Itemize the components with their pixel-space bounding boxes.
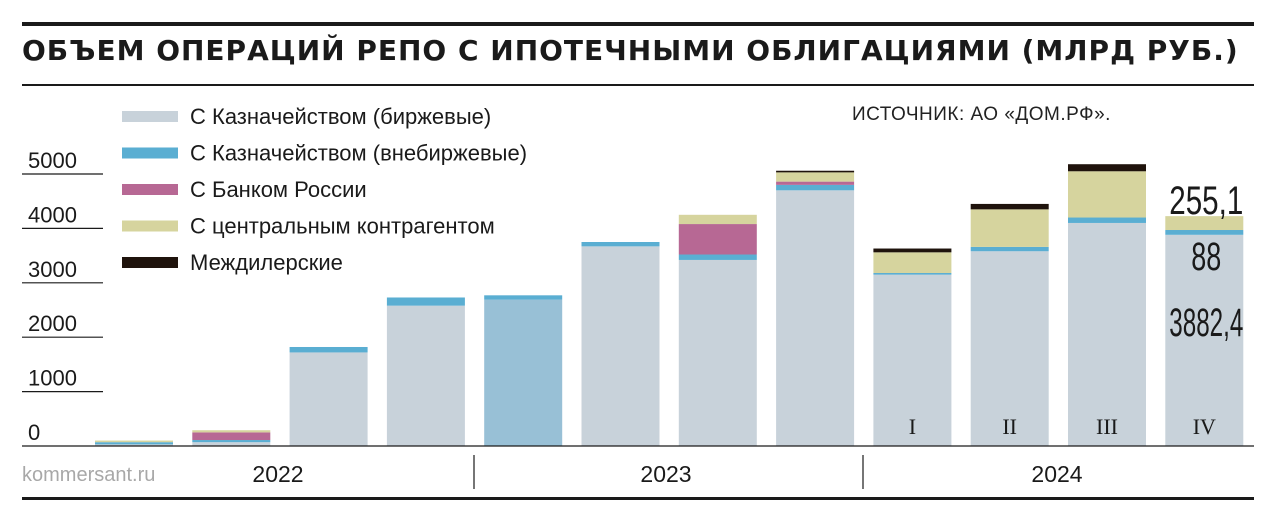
bar-segment xyxy=(386,305,465,446)
legend-label: С Банком России xyxy=(190,177,367,202)
bar-segment xyxy=(95,444,173,446)
year-label: 2023 xyxy=(640,461,691,487)
bar-segment xyxy=(678,254,757,260)
legend: С Казначейством (биржевые) С Казначейство… xyxy=(122,104,527,275)
legend-swatch xyxy=(122,111,178,122)
y-tick-label: 4000 xyxy=(28,202,77,227)
data-label: 255,1 xyxy=(1169,179,1243,223)
bar-segment xyxy=(192,442,271,446)
bar-segment xyxy=(873,248,952,253)
bar-segment xyxy=(581,246,660,446)
year-label: 2022 xyxy=(252,461,303,487)
legend-item: С центральным контрагентом xyxy=(122,214,495,239)
legend-swatch xyxy=(122,147,178,159)
data-label: 88 xyxy=(1191,235,1221,279)
quarter-label: II xyxy=(1002,414,1017,439)
bar-segment xyxy=(776,172,855,182)
data-label: 3882,4 xyxy=(1169,301,1243,345)
legend-swatch xyxy=(122,257,178,268)
bar-group: III xyxy=(1068,164,1146,446)
legend-label: С Казначейством (внебиржевые) xyxy=(190,141,527,166)
bar-group xyxy=(678,214,757,446)
bar-segment xyxy=(484,299,563,446)
bar-segment xyxy=(970,246,1049,252)
y-tick-label: 5000 xyxy=(28,148,77,173)
legend-swatch xyxy=(122,220,178,232)
bar-segment xyxy=(192,430,271,433)
y-tick-label: 3000 xyxy=(28,257,77,282)
title-underline xyxy=(22,84,1254,86)
bar-segment xyxy=(1068,217,1146,223)
y-tick-label: 1000 xyxy=(28,366,77,391)
watermark: kommersant.ru xyxy=(22,464,156,486)
bar-segment xyxy=(678,224,757,255)
bar-group: II xyxy=(970,203,1049,446)
bar-segment xyxy=(970,209,1049,247)
x-axis: 2022 2023 2024 xyxy=(22,445,1254,489)
legend-label: Междилерские xyxy=(190,250,343,275)
bar-group xyxy=(95,440,173,446)
bar-segment xyxy=(1068,171,1146,218)
bar-segment xyxy=(873,273,952,275)
bars: I II III IV xyxy=(95,164,1244,446)
quarter-label: III xyxy=(1096,414,1118,439)
bar-segment xyxy=(1165,234,1244,446)
bar-segment xyxy=(289,346,368,353)
bar-segment xyxy=(386,297,465,306)
bar-segment xyxy=(1068,222,1146,446)
year-label: 2024 xyxy=(1031,461,1082,487)
bar-group xyxy=(289,346,368,446)
legend-item: С Банком России xyxy=(122,177,367,202)
bar-group xyxy=(192,430,271,446)
legend-item: С Казначейством (внебиржевые) xyxy=(122,141,527,166)
bar-group xyxy=(386,297,465,446)
bar-group: I xyxy=(873,248,952,446)
bar-segment xyxy=(484,295,563,300)
bar-group xyxy=(581,242,660,446)
quarter-label: I xyxy=(909,414,916,439)
bar-segment xyxy=(95,440,173,443)
chart-title: ОБЪЕМ ОПЕРАЦИЙ РЕПО С ИПОТЕЧНЫМИ ОБЛИГАЦ… xyxy=(22,34,1239,67)
y-tick-label: 2000 xyxy=(28,311,77,336)
bar-segment xyxy=(873,252,952,274)
bar-segment xyxy=(1068,164,1146,172)
bar-segment xyxy=(776,170,855,173)
bar-segment xyxy=(970,203,1049,210)
bar-segment xyxy=(970,251,1049,446)
data-labels: 255,1 88 3882,4 xyxy=(1169,179,1243,345)
bar-segment xyxy=(1165,216,1244,231)
bar-segment xyxy=(95,442,173,445)
y-tick-label: 0 xyxy=(28,420,40,445)
bar-segment xyxy=(192,440,271,443)
bar-group: IV xyxy=(1165,216,1244,446)
legend-label: С центральным контрагентом xyxy=(190,214,495,239)
top-rule xyxy=(22,22,1254,26)
legend-item: Междилерские xyxy=(122,250,343,275)
bar-segment xyxy=(289,352,368,446)
bar-segment xyxy=(192,432,271,441)
bar-group xyxy=(776,170,855,446)
bar-segment xyxy=(678,214,757,225)
bar-segment xyxy=(776,190,855,446)
source-note: ИСТОЧНИК: АО «ДОМ.РФ». xyxy=(852,104,1111,125)
bar-segment xyxy=(581,242,660,247)
y-axis: 0 1000 2000 3000 4000 5000 xyxy=(22,148,103,445)
bar-segment xyxy=(776,184,855,191)
legend-swatch xyxy=(122,184,178,195)
legend-label: С Казначейством (биржевые) xyxy=(190,104,491,129)
legend-item: С Казначейством (биржевые) xyxy=(122,104,491,129)
bottom-rule xyxy=(22,497,1254,500)
bar-segment xyxy=(776,181,855,185)
quarter-label: IV xyxy=(1193,414,1216,439)
bar-group xyxy=(484,295,563,446)
bar-segment xyxy=(678,259,757,446)
bar-segment xyxy=(1165,230,1244,235)
bar-segment xyxy=(873,274,952,446)
